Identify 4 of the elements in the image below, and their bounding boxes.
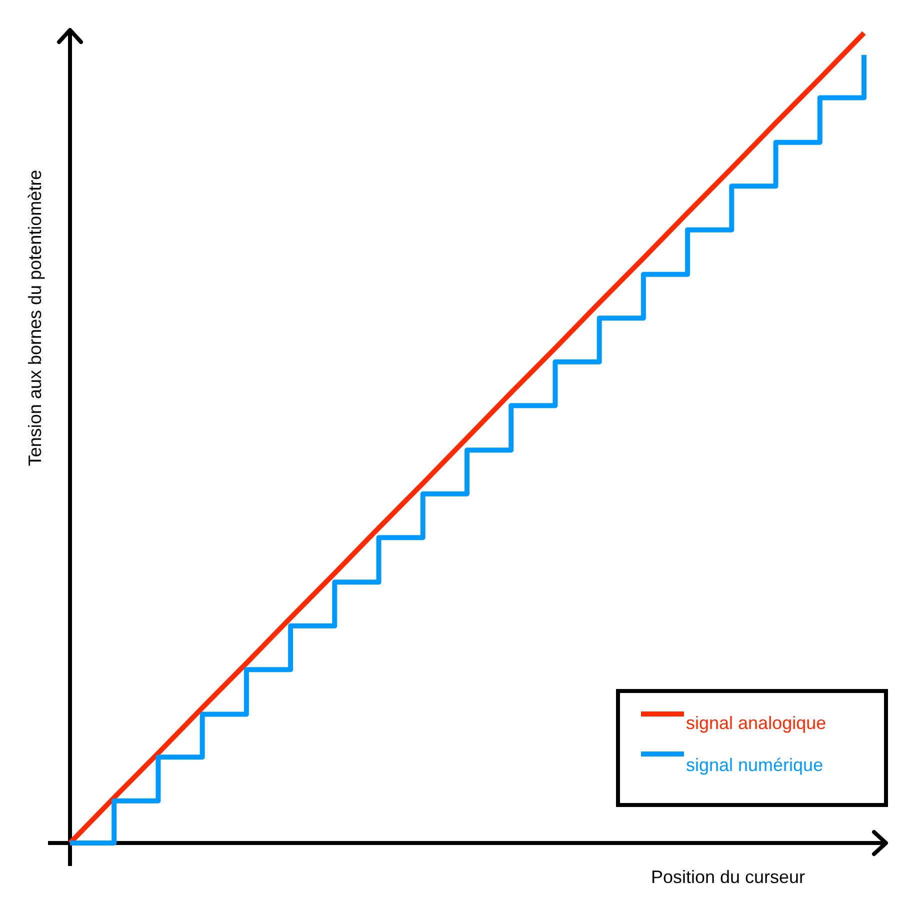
legend-label: signal analogique <box>686 713 826 733</box>
x-axis-title: Position du curseur <box>650 867 806 887</box>
y-axis-title: Tension aux bornes du potentiomètre <box>25 170 45 466</box>
legend-label: signal numérique <box>686 755 824 775</box>
